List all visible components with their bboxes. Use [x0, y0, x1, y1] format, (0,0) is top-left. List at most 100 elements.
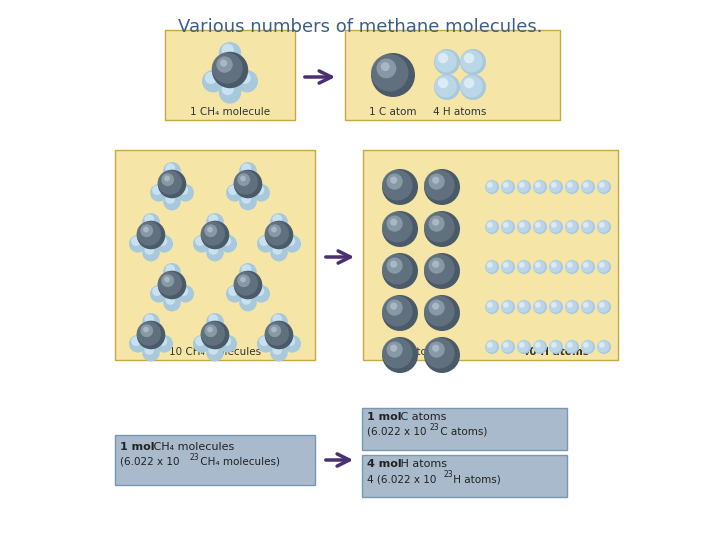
Circle shape	[583, 222, 589, 228]
Circle shape	[382, 295, 418, 331]
Circle shape	[424, 254, 454, 285]
Circle shape	[567, 182, 572, 188]
Circle shape	[259, 336, 269, 346]
Circle shape	[179, 286, 189, 296]
Circle shape	[535, 222, 541, 228]
Circle shape	[535, 262, 541, 268]
Circle shape	[382, 338, 413, 368]
Circle shape	[129, 335, 147, 353]
Circle shape	[204, 325, 217, 337]
Circle shape	[201, 321, 229, 349]
FancyBboxPatch shape	[363, 150, 618, 360]
Circle shape	[464, 53, 474, 63]
Circle shape	[193, 335, 211, 353]
Circle shape	[270, 344, 288, 361]
Circle shape	[234, 171, 258, 195]
Circle shape	[156, 235, 173, 253]
Circle shape	[164, 276, 170, 282]
Circle shape	[534, 341, 545, 353]
Circle shape	[565, 301, 577, 313]
Circle shape	[163, 294, 181, 312]
Circle shape	[551, 222, 557, 228]
Circle shape	[239, 263, 257, 281]
Circle shape	[581, 340, 595, 354]
Text: 1 CH₄ molecule: 1 CH₄ molecule	[190, 107, 270, 117]
Circle shape	[239, 294, 257, 312]
Circle shape	[487, 342, 492, 348]
Circle shape	[284, 235, 301, 253]
Circle shape	[567, 302, 572, 308]
Circle shape	[228, 185, 238, 195]
Circle shape	[518, 221, 529, 233]
Circle shape	[501, 180, 515, 194]
Circle shape	[216, 56, 233, 73]
Circle shape	[142, 244, 160, 261]
Circle shape	[140, 224, 153, 237]
Circle shape	[137, 221, 166, 249]
Circle shape	[487, 182, 492, 188]
Circle shape	[519, 262, 525, 268]
Circle shape	[518, 181, 529, 193]
Text: 4 (6.022 x 10: 4 (6.022 x 10	[367, 474, 436, 484]
Circle shape	[152, 185, 162, 195]
Circle shape	[377, 58, 396, 78]
Circle shape	[382, 170, 413, 200]
Circle shape	[387, 173, 402, 190]
Circle shape	[158, 272, 182, 296]
Text: 40 H atoms: 40 H atoms	[523, 347, 590, 357]
Circle shape	[581, 300, 595, 314]
Circle shape	[598, 301, 609, 313]
Circle shape	[434, 49, 460, 75]
Circle shape	[565, 340, 579, 354]
Circle shape	[131, 237, 141, 246]
Circle shape	[166, 264, 175, 274]
FancyBboxPatch shape	[362, 455, 567, 497]
Circle shape	[390, 302, 397, 310]
Circle shape	[382, 212, 413, 242]
Circle shape	[241, 295, 251, 305]
Circle shape	[460, 74, 486, 100]
Circle shape	[240, 276, 246, 282]
Circle shape	[485, 260, 499, 274]
Circle shape	[519, 222, 525, 228]
Circle shape	[533, 180, 547, 194]
Circle shape	[597, 340, 611, 354]
Circle shape	[270, 244, 288, 261]
Circle shape	[265, 321, 293, 349]
Circle shape	[597, 260, 611, 274]
Circle shape	[503, 262, 509, 268]
Circle shape	[438, 53, 449, 63]
Circle shape	[269, 224, 281, 237]
Circle shape	[222, 336, 231, 346]
Circle shape	[140, 325, 153, 337]
Circle shape	[228, 286, 238, 296]
Circle shape	[432, 302, 439, 310]
Circle shape	[253, 285, 270, 302]
Circle shape	[257, 235, 274, 253]
Circle shape	[485, 220, 499, 234]
Circle shape	[166, 295, 175, 305]
Circle shape	[485, 300, 499, 314]
Circle shape	[598, 261, 609, 273]
Circle shape	[428, 258, 445, 274]
Circle shape	[195, 237, 205, 246]
Text: CH₄ molecules): CH₄ molecules)	[197, 457, 280, 467]
Circle shape	[193, 235, 211, 253]
Circle shape	[598, 181, 609, 193]
Circle shape	[549, 221, 562, 233]
Circle shape	[464, 78, 474, 89]
Circle shape	[501, 221, 513, 233]
Circle shape	[485, 341, 498, 353]
Text: 10 CH₄ molecules: 10 CH₄ molecules	[169, 347, 261, 357]
Circle shape	[517, 260, 531, 274]
Circle shape	[220, 335, 237, 353]
Circle shape	[583, 302, 589, 308]
Circle shape	[222, 237, 231, 246]
Circle shape	[163, 162, 181, 180]
Circle shape	[158, 171, 182, 195]
Circle shape	[164, 176, 170, 181]
Circle shape	[390, 177, 397, 184]
Circle shape	[551, 262, 557, 268]
Circle shape	[518, 301, 529, 313]
Circle shape	[129, 235, 147, 253]
